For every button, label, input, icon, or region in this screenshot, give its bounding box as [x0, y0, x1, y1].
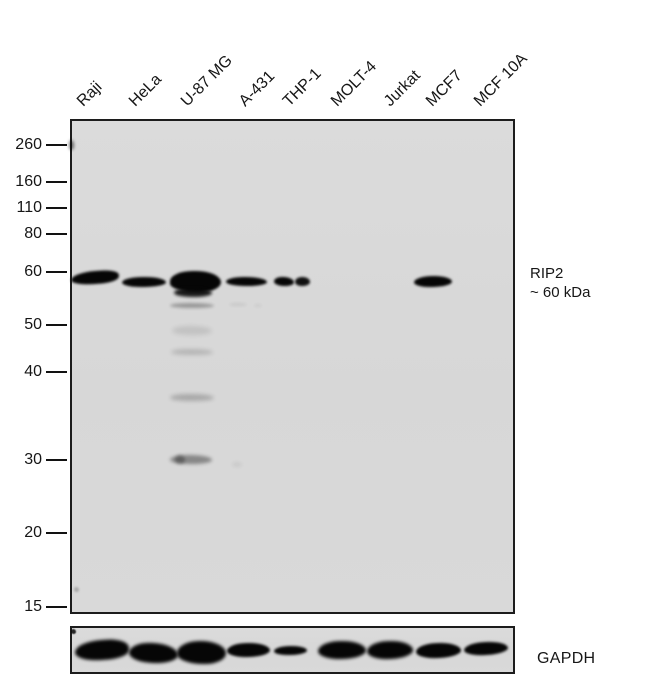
band-rip2-faint-u-87-mg — [171, 349, 213, 355]
band-rip2-faint-a-431 — [254, 303, 262, 307]
mw-label-20: 20 — [24, 524, 42, 541]
band-rip2-faint-a-431 — [229, 302, 247, 306]
mw-tick-80 — [46, 233, 67, 235]
lane-label-thp-1: THP-1 — [279, 65, 325, 110]
mw-label-80: 80 — [24, 225, 42, 242]
band-rip2-faint-u-87-mg — [170, 393, 214, 401]
lane-label-raji: Raji — [73, 78, 106, 110]
lane-label-mcf7: MCF7 — [422, 67, 466, 110]
mw-tick-40 — [46, 371, 67, 373]
gel-artifact-0 — [69, 140, 74, 150]
mw-tick-20 — [46, 532, 67, 534]
band-rip2-u-87-mg — [169, 270, 221, 292]
mw-tick-160 — [46, 181, 67, 183]
lane-label-a-431: A-431 — [235, 67, 279, 110]
band-gapdh-thp-1 — [273, 644, 307, 656]
mw-label-60: 60 — [24, 263, 42, 280]
mw-label-30: 30 — [24, 451, 42, 468]
mw-tick-260 — [46, 144, 67, 146]
mw-tick-15 — [46, 606, 67, 608]
mw-label-260: 260 — [15, 136, 42, 153]
band-rip2-u-87-mg — [174, 287, 212, 297]
loading-control-label: GAPDH — [537, 650, 596, 667]
mw-tick-50 — [46, 324, 67, 326]
target-label: RIP2 — [530, 265, 564, 282]
target-annotation: RIP2 ~ 60 kDa — [530, 264, 590, 302]
band-rip2-faint-u-87-mg — [175, 454, 185, 464]
blot-panel-rip2 — [70, 119, 515, 614]
mw-tick-110 — [46, 207, 67, 209]
gel-artifact-2 — [71, 629, 76, 634]
band-rip2-faint-u-87-mg — [170, 454, 212, 464]
mw-tick-30 — [46, 459, 67, 461]
target-mw-label: ~ 60 kDa — [530, 284, 591, 301]
lane-label-u-87-mg: U-87 MG — [177, 52, 236, 110]
lane-label-jurkat: Jurkat — [380, 67, 424, 110]
band-gapdh-u-87-mg — [176, 640, 226, 664]
lane-label-molt-4: MOLT-4 — [327, 57, 381, 110]
band-rip2-faint-a-431 — [232, 461, 242, 467]
band-rip2-faint-u-87-mg — [170, 302, 214, 308]
mw-label-110: 110 — [16, 199, 42, 216]
band-rip2-faint-u-87-mg — [172, 325, 212, 335]
lane-label-mcf-10a: MCF 10A — [470, 50, 531, 110]
band-rip2-thp-1 — [294, 276, 310, 286]
lane-label-hela: HeLa — [125, 70, 166, 110]
gel-artifact-1 — [74, 587, 79, 592]
mw-tick-60 — [46, 271, 67, 273]
mw-label-50: 50 — [24, 316, 42, 333]
mw-label-160: 160 — [15, 173, 42, 190]
mw-label-40: 40 — [24, 363, 42, 380]
band-rip2-a-431 — [225, 276, 267, 286]
mw-label-15: 15 — [24, 598, 42, 615]
